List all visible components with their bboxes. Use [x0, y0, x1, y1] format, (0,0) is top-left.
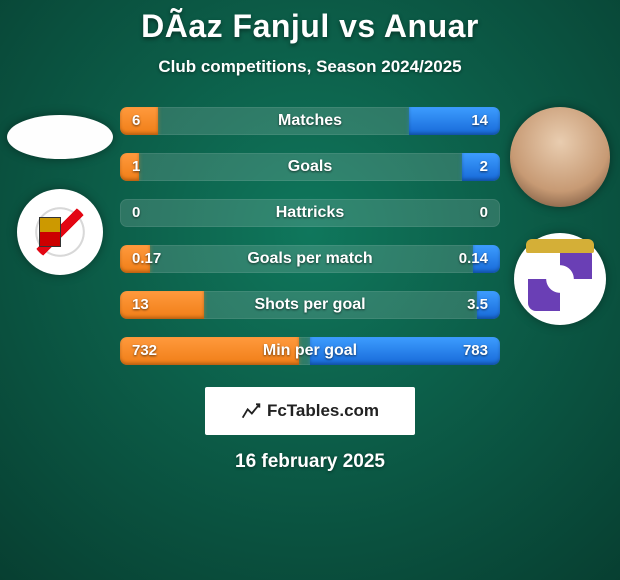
stat-row: Shots per goal13 3.5 — [120, 291, 500, 319]
subtitle: Club competitions, Season 2024/2025 — [0, 57, 620, 77]
stat-value-left: 13 — [132, 291, 149, 319]
stat-row: Goals1 2 — [120, 153, 500, 181]
stat-value-left: 0.17 — [132, 245, 161, 273]
stat-value-right: 2 — [480, 153, 488, 181]
stat-label: Shots per goal — [120, 291, 500, 319]
stat-value-left: 732 — [132, 337, 157, 365]
branding-badge: FcTables.com — [205, 387, 415, 435]
stat-label: Hattricks — [120, 199, 500, 227]
stat-value-left: 6 — [132, 107, 140, 135]
rayo-vallecano-crest-icon — [31, 203, 89, 261]
stat-value-right: 0.14 — [459, 245, 488, 273]
stat-row: Hattricks0 0 — [120, 199, 500, 227]
date-text: 16 february 2025 — [0, 451, 620, 473]
content-area: Matches6 14 Goals1 2 Hattricks0 0 Goals per ma… — [0, 107, 620, 365]
comparison-card: DÃ­az Fanjul vs Anuar Club competitions,… — [0, 0, 620, 580]
stat-label: Goals per match — [120, 245, 500, 273]
fctables-logo-icon — [241, 401, 261, 421]
stat-label: Min per goal — [120, 337, 500, 365]
stat-bars: Matches6 14 Goals1 2 Hattricks0 0 Goals per ma… — [120, 107, 500, 365]
right-player-column — [500, 107, 620, 325]
stat-value-right: 0 — [480, 199, 488, 227]
stat-row: Matches6 14 — [120, 107, 500, 135]
stat-label: Matches — [120, 107, 500, 135]
stat-value-left: 0 — [132, 199, 140, 227]
stat-value-right: 3.5 — [467, 291, 488, 319]
page-title: DÃ­az Fanjul vs Anuar — [0, 0, 620, 45]
branding-text: FcTables.com — [267, 401, 379, 421]
stat-value-right: 14 — [471, 107, 488, 135]
right-player-avatar — [510, 107, 610, 207]
stat-label: Goals — [120, 153, 500, 181]
real-valladolid-crest-icon — [528, 247, 592, 311]
stat-row: Min per goal732 783 — [120, 337, 500, 365]
left-club-badge — [17, 189, 103, 275]
stat-value-right: 783 — [463, 337, 488, 365]
left-player-avatar — [7, 115, 113, 159]
right-club-badge — [514, 233, 606, 325]
stat-value-left: 1 — [132, 153, 140, 181]
left-player-column — [0, 107, 120, 275]
stat-row: Goals per match0.17 0.14 — [120, 245, 500, 273]
